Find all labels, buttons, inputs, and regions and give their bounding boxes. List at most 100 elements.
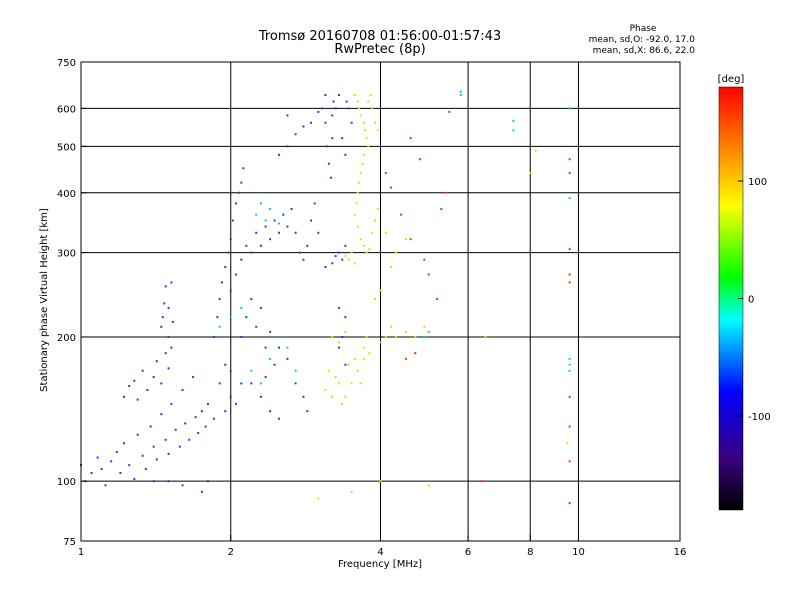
data-point — [197, 432, 200, 435]
data-point — [374, 121, 377, 124]
data-point — [427, 330, 430, 333]
data-point — [170, 402, 173, 405]
data-point — [423, 335, 426, 338]
data-point — [104, 484, 107, 487]
data-point — [337, 382, 340, 385]
data-point — [334, 375, 337, 378]
data-point — [324, 121, 327, 124]
data-point — [327, 162, 330, 165]
data-point — [448, 110, 451, 113]
data-point — [414, 352, 417, 355]
data-point — [369, 93, 372, 96]
y-tick-label: 600 — [57, 104, 76, 115]
data-point — [395, 335, 398, 338]
data-point — [100, 468, 103, 471]
data-point — [235, 402, 238, 405]
data-point — [484, 335, 487, 338]
data-point — [212, 335, 215, 338]
data-point — [294, 133, 297, 136]
data-point — [356, 100, 359, 103]
data-point — [404, 330, 407, 333]
data-point — [240, 335, 243, 338]
data-point — [324, 388, 327, 391]
data-point — [302, 395, 305, 398]
data-point — [317, 497, 320, 500]
data-point — [327, 369, 330, 372]
data-point — [229, 289, 232, 292]
data-point — [273, 363, 276, 366]
data-point — [181, 484, 184, 487]
data-point — [90, 471, 93, 474]
data-point — [240, 258, 243, 261]
data-point — [371, 107, 374, 110]
y-tick-label: 200 — [57, 333, 76, 344]
data-point — [427, 273, 430, 276]
phase-o-stats: mean, sd,O: -92.0, 17.0 — [589, 35, 696, 45]
data-point — [152, 375, 155, 378]
data-point — [367, 100, 370, 103]
data-point — [192, 375, 195, 378]
colorbar-tick-label: 0 — [748, 295, 754, 306]
data-point — [347, 107, 350, 110]
phase-heading: Phase — [630, 24, 657, 34]
data-point — [310, 219, 313, 222]
data-point — [379, 341, 382, 344]
data-point — [368, 352, 371, 355]
data-point — [167, 452, 170, 455]
data-point — [350, 251, 353, 254]
data-point — [164, 285, 167, 288]
data-point — [212, 417, 215, 420]
data-point — [331, 114, 334, 117]
data-point — [529, 171, 532, 174]
data-point — [568, 425, 571, 428]
data-point — [568, 369, 571, 372]
data-point — [245, 316, 248, 319]
data-point — [286, 346, 289, 349]
data-point — [161, 316, 164, 319]
data-point — [306, 410, 309, 413]
data-point — [444, 191, 447, 194]
data-point — [329, 176, 332, 179]
data-point — [356, 191, 359, 194]
data-point — [167, 367, 170, 370]
data-point — [286, 225, 289, 228]
data-point — [259, 306, 262, 309]
data-point — [376, 207, 379, 210]
data-point — [334, 107, 337, 110]
data-point — [436, 298, 439, 301]
data-point — [269, 330, 272, 333]
data-point — [568, 460, 571, 463]
data-point — [337, 306, 340, 309]
data-point — [566, 442, 569, 445]
data-point — [365, 137, 368, 140]
data-point — [344, 255, 347, 258]
data-point — [384, 171, 387, 174]
data-point — [334, 255, 337, 258]
data-point — [194, 416, 197, 419]
data-point — [178, 445, 181, 448]
data-point — [376, 129, 379, 132]
data-point — [164, 352, 167, 355]
data-point — [568, 273, 571, 276]
x-tick-label: 16 — [674, 547, 687, 558]
data-point — [418, 158, 421, 161]
data-point — [245, 244, 248, 247]
data-point — [313, 202, 316, 205]
data-point — [481, 480, 484, 483]
data-point — [365, 251, 368, 254]
data-point — [350, 121, 353, 124]
data-point — [337, 251, 340, 254]
data-point — [379, 480, 382, 483]
data-point — [229, 369, 232, 372]
data-point — [227, 251, 230, 254]
data-point — [122, 395, 125, 398]
data-point — [273, 219, 276, 222]
data-point — [250, 382, 253, 385]
data-point — [344, 153, 347, 156]
data-point — [264, 375, 267, 378]
data-point — [235, 273, 238, 276]
y-tick-label: 500 — [57, 142, 76, 153]
data-point — [367, 145, 370, 148]
data-point — [269, 207, 272, 210]
